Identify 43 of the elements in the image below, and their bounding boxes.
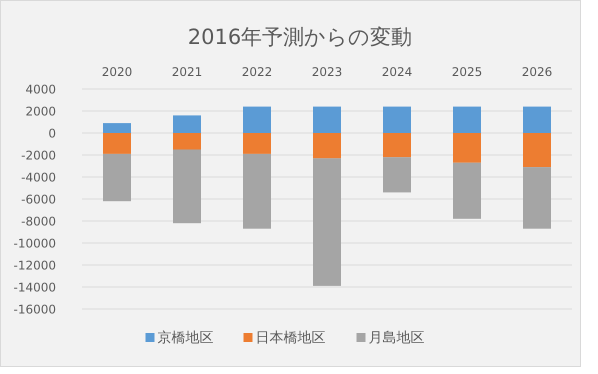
bar (453, 133, 481, 163)
bar (313, 133, 341, 158)
y-tick-label: 2000 (25, 104, 56, 118)
y-tick-label: -16000 (13, 302, 56, 316)
x-tick-label: 2025 (452, 65, 482, 79)
bar (313, 158, 341, 286)
y-tick-label: -14000 (13, 280, 56, 294)
bar (103, 133, 131, 154)
x-tick-label: 2026 (522, 65, 552, 79)
y-tick-label: -2000 (21, 148, 56, 162)
bar (453, 162, 481, 219)
legend-label: 月島地区 (368, 330, 424, 346)
bar (103, 154, 131, 202)
bar (453, 106, 481, 133)
bar (173, 150, 201, 224)
bar (523, 106, 551, 133)
bar (243, 106, 271, 133)
bar (383, 133, 411, 158)
bar (173, 115, 201, 133)
x-tick-label: 2022 (242, 65, 272, 79)
legend-label: 京橋地区 (158, 330, 214, 346)
title: 2016年予測からの変動 (188, 25, 412, 49)
bar (313, 106, 341, 133)
bar (383, 106, 411, 133)
bar (103, 123, 131, 133)
y-tick-label: -12000 (13, 258, 56, 272)
y-tick-label: 4000 (25, 82, 56, 96)
bar (243, 133, 271, 154)
y-tick-label: -4000 (21, 170, 56, 184)
bar (523, 167, 551, 229)
y-tick-label: -8000 (21, 214, 56, 228)
bar (523, 133, 551, 168)
x-tick-label: 2020 (102, 65, 132, 79)
x-tick-label: 2021 (172, 65, 202, 79)
x-tick-label: 2023 (312, 65, 342, 79)
x-tick-label: 2024 (382, 65, 412, 79)
y-tick-label: -6000 (21, 192, 56, 206)
y-tick-label: 0 (48, 126, 56, 140)
y-tick-label: -10000 (13, 236, 56, 250)
bar (243, 154, 271, 229)
bar (173, 133, 201, 150)
legend-label: 日本橋地区 (256, 330, 326, 346)
bar (383, 157, 411, 192)
